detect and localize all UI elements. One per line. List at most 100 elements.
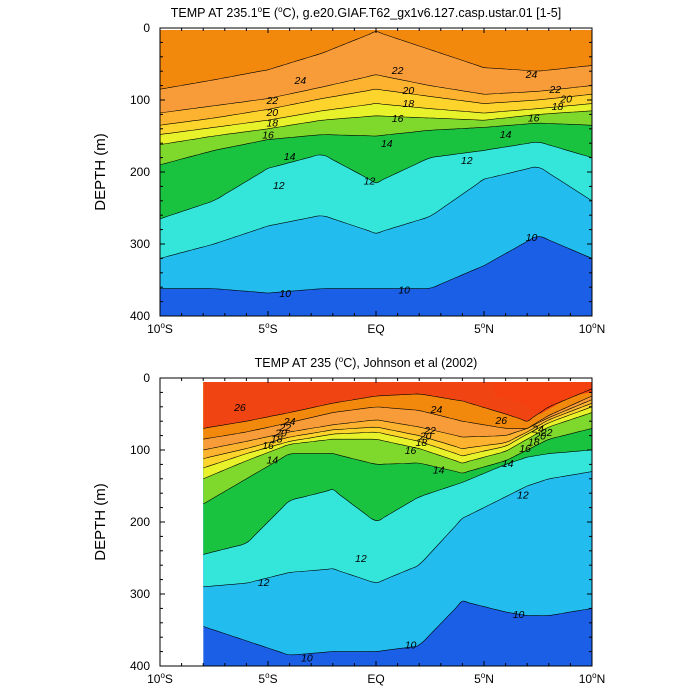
x-tick-number: 10: [579, 322, 593, 336]
x-tick-hemisphere: S: [270, 672, 278, 686]
contour-label: 14: [500, 129, 512, 141]
x-tick-hemisphere: N: [485, 672, 494, 686]
contour-label: 10: [513, 609, 525, 621]
contour-label: 18: [266, 117, 278, 129]
x-tick-number: 5: [258, 322, 265, 336]
x-tick-label: 5oN: [474, 671, 494, 686]
contour-label: 24: [531, 423, 544, 435]
contour-label: 16: [262, 440, 274, 452]
contour-label: 14: [284, 151, 296, 163]
x-tick-label: 5oS: [258, 671, 277, 686]
panel-2: 2624222018161424222018161426242220181614…: [92, 355, 605, 686]
y-tick-label: 400: [130, 309, 150, 323]
x-tick-number: 5: [474, 322, 481, 336]
x-tick-degree: o: [160, 671, 165, 680]
contour-label: 16: [519, 443, 531, 455]
title-degree: o: [278, 5, 283, 14]
x-tick-hemisphere: S: [270, 322, 278, 336]
title-part: C), Johnson et al (2002): [343, 356, 477, 370]
contour-label: 16: [262, 130, 274, 142]
y-tick-label: 100: [130, 93, 150, 107]
x-tick-label: 5oN: [474, 321, 494, 336]
title-part: C), g.e20.GIAF.T62_gx1v6.127.casp.ustar.…: [283, 6, 562, 20]
x-tick-number: 10: [579, 672, 593, 686]
x-tick-label: EQ: [367, 672, 384, 686]
contour-label: 20: [559, 94, 572, 106]
x-tick-number: 10: [147, 672, 161, 686]
contour-label: 20: [419, 431, 432, 443]
contour-label: 18: [552, 101, 564, 113]
y-tick-label: 400: [130, 659, 150, 673]
isotherm-11: [160, 166, 592, 259]
isotherm-12: [160, 141, 592, 220]
contour-label: 10: [526, 232, 538, 244]
isotherm-16: [160, 110, 592, 145]
panel-title: TEMP AT 235.1oE (oC), g.e20.GIAF.T62_gx1…: [171, 5, 561, 20]
y-tick-label: 100: [130, 443, 150, 457]
x-tick-hemisphere: N: [597, 322, 606, 336]
band-above-24: [160, 30, 592, 90]
contour-label: 26: [233, 402, 246, 414]
x-tick-degree: o: [592, 671, 597, 680]
contour-label: 22: [391, 65, 404, 77]
isotherm-20: [160, 88, 592, 126]
contour-label: 16: [528, 112, 540, 124]
isotherm-20: [203, 402, 592, 459]
panel-1: 2422201816141222201816141212141618202224…: [92, 5, 605, 336]
isotherm-18: [160, 103, 592, 135]
contour-label: 12: [355, 553, 367, 565]
x-tick-hemisphere: S: [165, 322, 173, 336]
contour-label: 14: [433, 464, 445, 476]
contour-label: 24: [294, 75, 307, 87]
title-part: TEMP AT 235 (: [255, 356, 340, 370]
y-tick-label: 0: [143, 21, 150, 35]
temperature-field: 2624222018161424222018161426242220181614…: [203, 382, 592, 666]
contour-label: 14: [381, 138, 393, 150]
y-tick-label: 200: [130, 165, 150, 179]
isotherm-14: [203, 428, 592, 505]
contour-label: 22: [265, 95, 278, 107]
contour-label: 16: [392, 113, 404, 125]
contour-label: 16: [405, 445, 417, 457]
x-tick-label: EQ: [367, 322, 384, 336]
x-tick-degree: o: [265, 321, 270, 330]
contour-label: 26: [494, 415, 507, 427]
contour-label: 12: [517, 490, 529, 502]
x-tick-number: 5: [474, 672, 481, 686]
x-tick-degree: o: [592, 321, 597, 330]
x-tick-number: EQ: [367, 672, 384, 686]
contour-label: 10: [301, 652, 313, 664]
contour-label: 24: [283, 416, 296, 428]
x-tick-degree: o: [265, 671, 270, 680]
contour-label: 10: [279, 288, 291, 300]
x-tick-number: EQ: [367, 322, 384, 336]
x-tick-label: 10oN: [579, 671, 605, 686]
contour-label: 10: [405, 639, 417, 651]
y-tick-label: 200: [130, 515, 150, 529]
isotherm-26: [203, 388, 592, 429]
contour-label: 22: [278, 422, 291, 434]
contour-label: 18: [416, 437, 428, 449]
x-tick-hemisphere: N: [485, 322, 494, 336]
contour-label: 12: [273, 180, 285, 192]
title-part: E (: [262, 6, 279, 20]
contour-label: 18: [271, 433, 283, 445]
title-degree: o: [339, 355, 344, 364]
contour-label: 24: [525, 69, 538, 81]
isotherm-22: [160, 74, 592, 114]
contour-label: 22: [540, 427, 553, 439]
y-axis-title: DEPTH (m): [92, 483, 109, 561]
contour-label: 20: [265, 107, 278, 119]
isotherm-10: [203, 600, 592, 656]
x-tick-hemisphere: N: [597, 672, 606, 686]
x-tick-label: 10oS: [147, 671, 173, 686]
y-tick-label: 300: [130, 237, 150, 251]
contour-label: 18: [403, 98, 415, 110]
contour-label: 12: [364, 176, 376, 188]
hot-cell: [494, 382, 592, 414]
temperature-field: 2422201816141222201816141212141618202224…: [160, 30, 592, 316]
y-tick-label: 0: [143, 371, 150, 385]
x-tick-number: 10: [147, 322, 161, 336]
isotherm-16: [203, 412, 592, 480]
